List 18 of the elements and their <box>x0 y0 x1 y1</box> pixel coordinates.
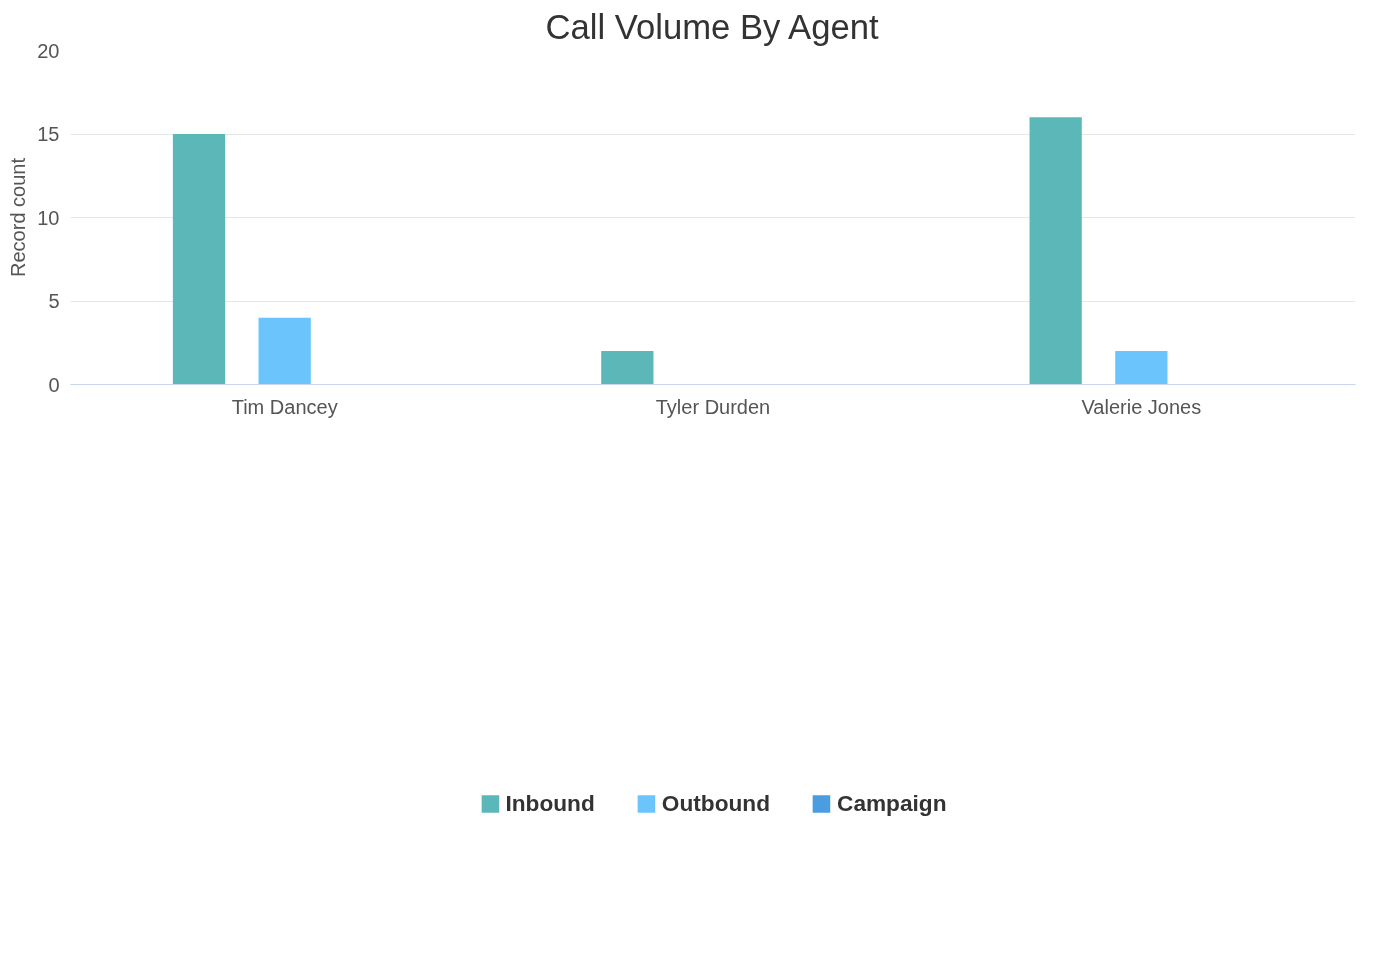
x-tick-label: Tyler Durden <box>655 395 771 418</box>
legend-label: Inbound <box>505 789 595 817</box>
chart-title: Call Volume By Agent <box>545 7 880 46</box>
legend-label: Campaign <box>837 789 947 817</box>
y-tick-label: 15 <box>37 123 60 145</box>
y-tick-label: 0 <box>48 373 60 396</box>
bar <box>1029 117 1082 385</box>
y-tick-label: 10 <box>37 206 60 229</box>
legend-label: Outbound <box>661 789 771 817</box>
x-tick-label: Tim Dancey <box>231 395 338 418</box>
bar <box>258 317 311 385</box>
x-tick-label: Valerie Jones <box>1081 395 1202 418</box>
y-tick-label: 20 <box>37 39 60 62</box>
y-tick-label: 5 <box>48 290 60 312</box>
bar <box>1115 351 1168 385</box>
bar <box>172 134 226 385</box>
bar <box>601 351 654 385</box>
y-axis-title: Record count <box>7 157 30 277</box>
